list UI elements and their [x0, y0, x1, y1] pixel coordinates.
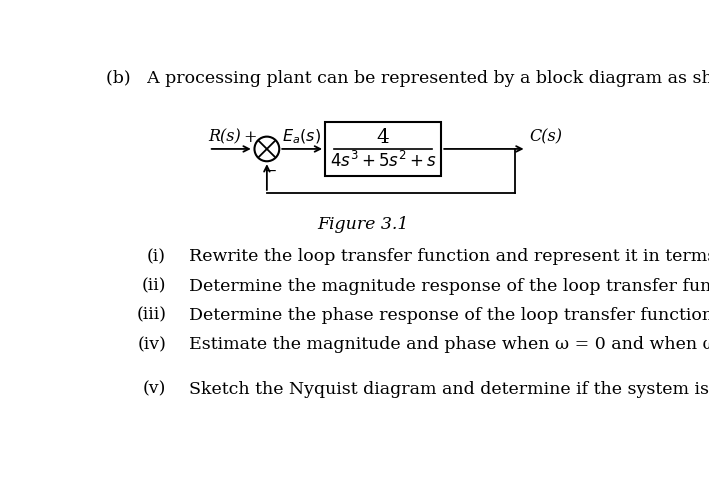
Text: (ii): (ii)	[142, 277, 166, 295]
Text: Estimate the magnitude and phase when ω = 0 and when ω = ∞.: Estimate the magnitude and phase when ω …	[189, 336, 709, 353]
Text: 4: 4	[376, 128, 389, 147]
Text: $4s^3 + 5s^2 + s$: $4s^3 + 5s^2 + s$	[330, 151, 437, 171]
Text: Figure 3.1: Figure 3.1	[318, 216, 408, 233]
Text: (iv): (iv)	[138, 336, 166, 353]
Text: Determine the magnitude response of the loop transfer function.: Determine the magnitude response of the …	[189, 277, 709, 295]
Text: Rewrite the loop transfer function and represent it in terms of jω.: Rewrite the loop transfer function and r…	[189, 248, 709, 265]
Text: (iii): (iii)	[136, 307, 166, 324]
Text: (b)   A processing plant can be represented by a block diagram as shown in Figur: (b) A processing plant can be represente…	[106, 70, 709, 88]
Text: (i): (i)	[147, 248, 166, 265]
Text: +: +	[244, 129, 257, 146]
Text: $E_a(s)$: $E_a(s)$	[281, 127, 320, 146]
Text: −: −	[263, 163, 277, 180]
Bar	[325, 122, 441, 176]
Text: (v): (v)	[143, 381, 166, 398]
Text: C(s): C(s)	[530, 129, 563, 146]
Text: R(s): R(s)	[208, 129, 242, 146]
Text: Determine the phase response of the loop transfer function.: Determine the phase response of the loop…	[189, 307, 709, 324]
Text: Sketch the Nyquist diagram and determine if the system is stable: Sketch the Nyquist diagram and determine…	[189, 381, 709, 398]
